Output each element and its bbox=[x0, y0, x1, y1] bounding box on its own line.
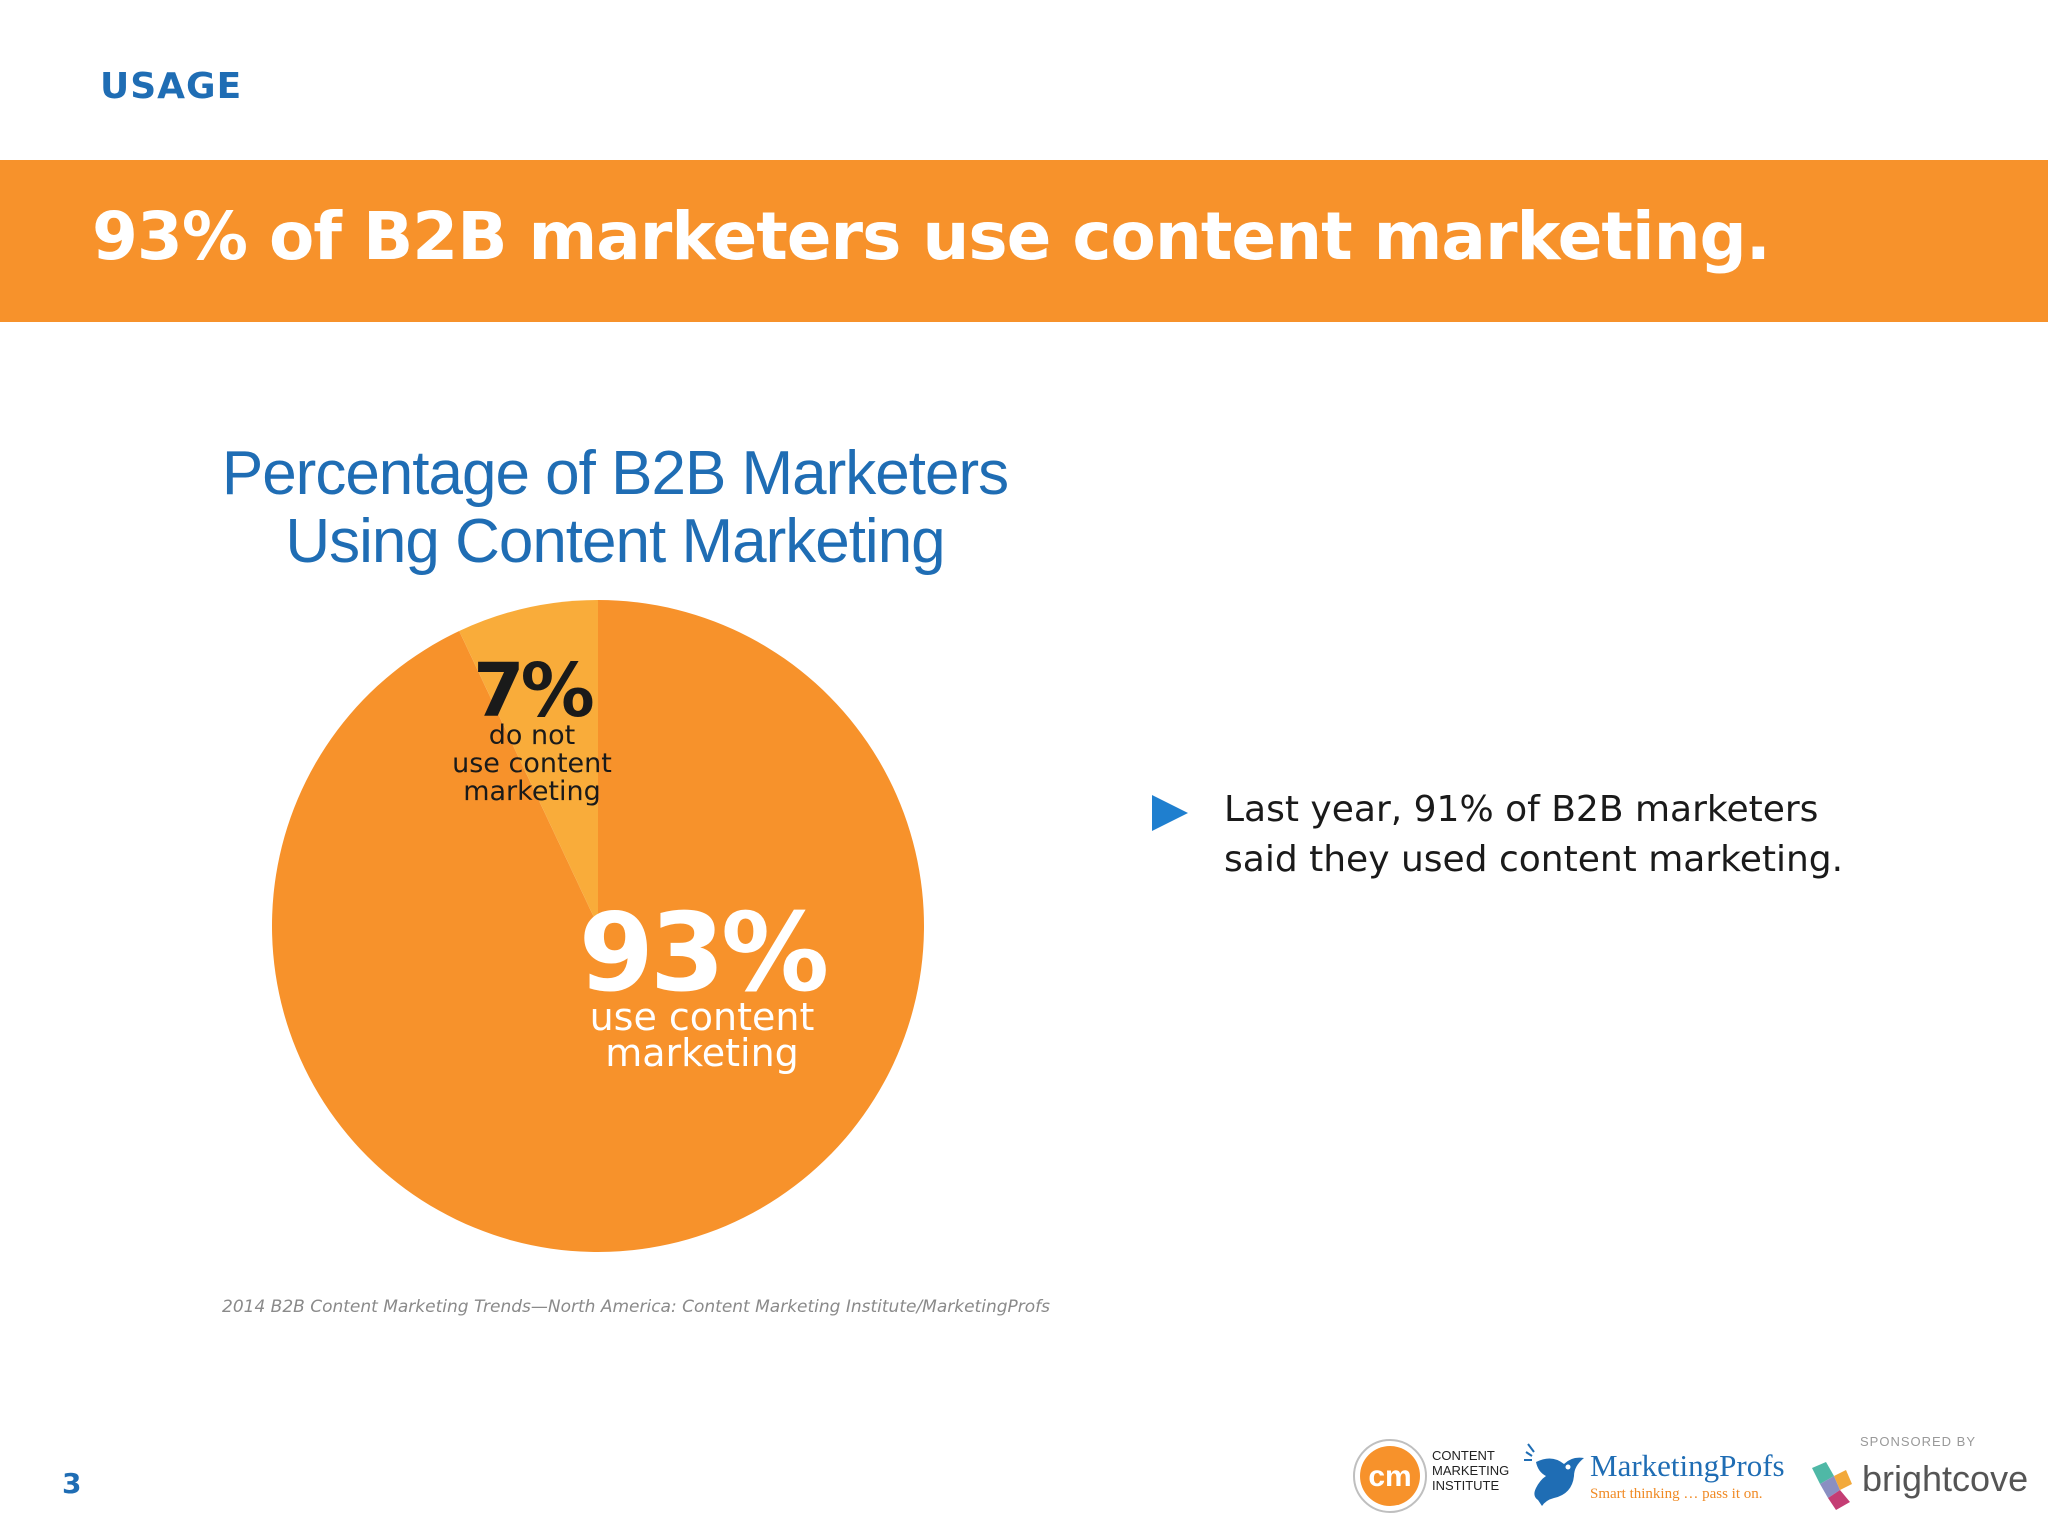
sponsor-label: SPONSORED BY bbox=[1860, 1434, 1977, 1449]
bullet-line-2: said they used content marketing. bbox=[1224, 839, 1844, 880]
logo-strip: cm CONTENT MARKETING INSTITUTE Marketing… bbox=[1340, 1420, 2040, 1530]
bird-icon bbox=[1524, 1443, 1584, 1506]
bullet-text: Last year, 91% of B2B marketers said the… bbox=[1224, 785, 1864, 885]
marketingprofs-tagline: Smart thinking … pass it on. bbox=[1590, 1486, 1763, 1502]
marketingprofs-name: MarketingProfs bbox=[1590, 1448, 1785, 1483]
slice-value-label: 7% bbox=[473, 648, 592, 734]
chart-title-line-2: Using Content Marketing bbox=[285, 507, 945, 576]
chart-title: Percentage of B2B Marketers Using Conten… bbox=[170, 440, 1060, 576]
play-triangle-icon bbox=[1152, 795, 1188, 831]
banner-title: 93% of B2B marketers use content marketi… bbox=[92, 198, 1771, 275]
cmi-line-3: INSTITUTE bbox=[1432, 1478, 1500, 1493]
cmi-line-1: CONTENT bbox=[1432, 1448, 1495, 1463]
slice-category-label: marketing bbox=[605, 1031, 799, 1075]
cmi-logo-icon: cm bbox=[1353, 1439, 1427, 1513]
page-number: 3 bbox=[62, 1467, 82, 1500]
section-label: USAGE bbox=[100, 66, 243, 107]
slice-category-label: do not bbox=[489, 720, 575, 751]
cmi-line-2: MARKETING bbox=[1432, 1463, 1510, 1478]
slice-value-label: 93% bbox=[579, 891, 826, 1016]
bullet-line-1: Last year, 91% of B2B marketers bbox=[1224, 789, 1819, 830]
slice-category-label: use content bbox=[452, 748, 612, 779]
pie-slice-93pct bbox=[272, 600, 925, 1253]
chart-title-line-1: Percentage of B2B Marketers bbox=[221, 439, 1009, 508]
slice-category-label: marketing bbox=[463, 776, 601, 807]
brightcove-logo-icon bbox=[1812, 1462, 1852, 1510]
pie-slice-7pct bbox=[459, 600, 598, 926]
cmi-mark: cm bbox=[1368, 1460, 1411, 1493]
cmi-wordmark: CONTENT MARKETING INSTITUTE bbox=[1432, 1448, 1509, 1493]
brightcove-name: brightcove bbox=[1862, 1458, 2029, 1499]
chart-source: 2014 B2B Content Marketing Trends—North … bbox=[222, 1297, 1050, 1317]
slice-category-label: use content bbox=[590, 995, 815, 1039]
title-banner: 93% of B2B marketers use content marketi… bbox=[0, 160, 2048, 322]
